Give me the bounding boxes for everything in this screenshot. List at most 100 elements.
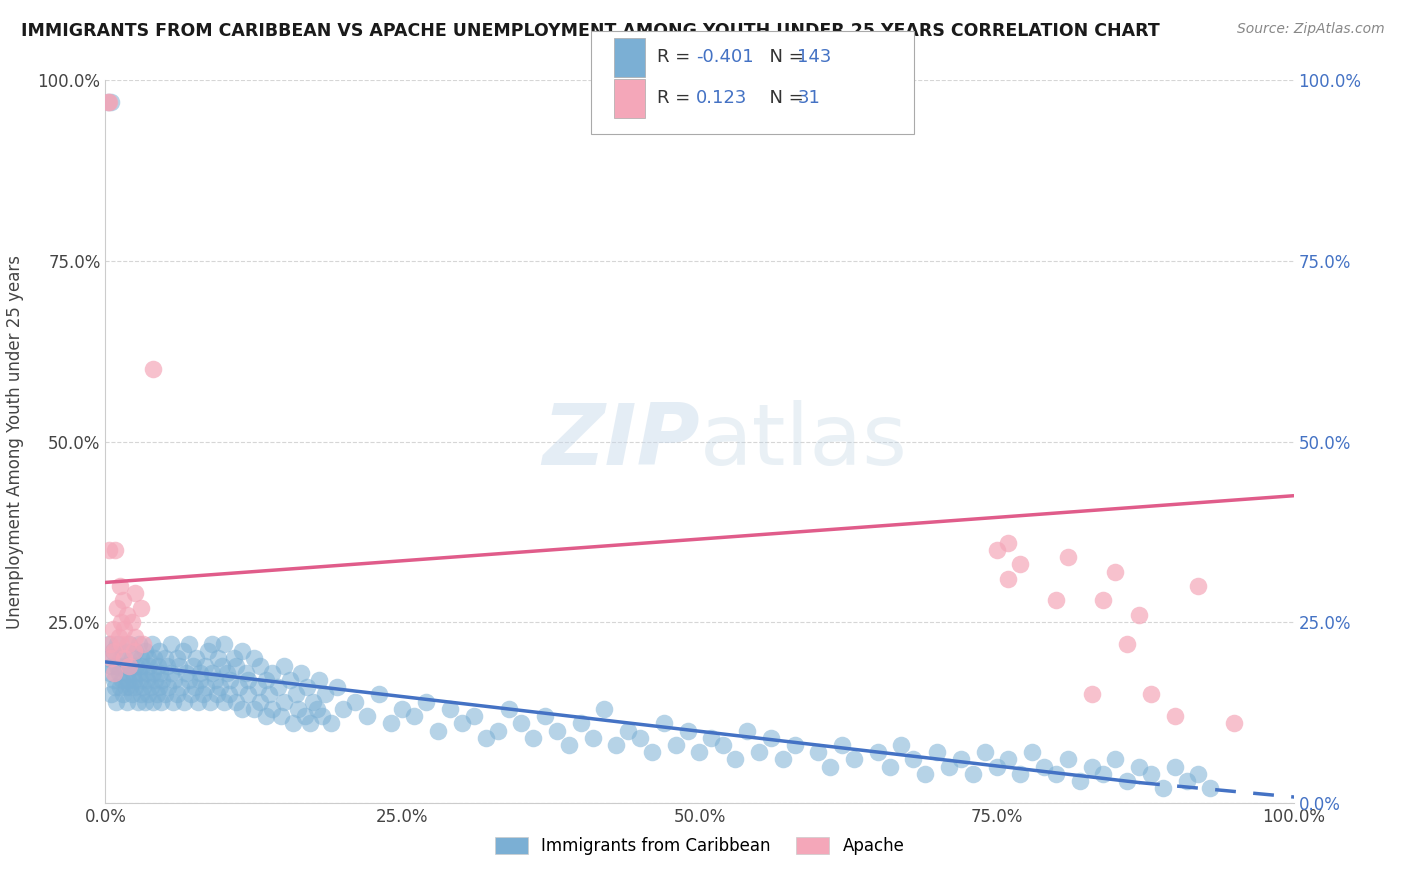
Point [142, 362, 165, 376]
Point [122, 673, 145, 687]
Point [243, 702, 266, 716]
Point [207, 651, 229, 665]
Point [439, 702, 461, 716]
Point [136, 651, 159, 665]
Point [125, 658, 148, 673]
Point [135, 665, 157, 680]
Point [260, 702, 283, 716]
Point [486, 723, 509, 738]
Point [343, 695, 366, 709]
Legend: Immigrants from Caribbean, Apache: Immigrants from Caribbean, Apache [486, 829, 912, 863]
Point [138, 658, 160, 673]
Point [100, 651, 122, 665]
Point [973, 745, 995, 759]
Point [711, 738, 734, 752]
Point [270, 709, 292, 723]
Point [103, 673, 125, 687]
Point [314, 687, 336, 701]
Point [156, 658, 179, 673]
Point [236, 687, 259, 701]
Point [949, 752, 972, 766]
Point [166, 651, 188, 665]
Point [101, 644, 124, 658]
Point [115, 665, 138, 680]
Point [522, 731, 544, 745]
Point [367, 687, 389, 701]
Point [534, 709, 557, 723]
Point [114, 658, 136, 673]
Point [1010, 767, 1032, 781]
Point [1152, 781, 1174, 796]
Point [112, 687, 135, 701]
Point [1092, 767, 1115, 781]
Point [208, 680, 231, 694]
Point [117, 637, 139, 651]
Point [198, 695, 221, 709]
Point [305, 702, 328, 716]
Point [284, 687, 307, 701]
Point [1140, 687, 1163, 701]
Point [114, 651, 136, 665]
Point [110, 615, 132, 630]
Point [143, 673, 166, 687]
Point [111, 673, 134, 687]
Point [759, 731, 782, 745]
Point [665, 738, 688, 752]
Point [1116, 774, 1139, 789]
Point [581, 731, 603, 745]
Point [177, 673, 200, 687]
Point [172, 644, 194, 658]
Point [628, 731, 651, 745]
Point [183, 680, 205, 694]
Point [214, 695, 236, 709]
Point [190, 673, 212, 687]
Point [121, 651, 143, 665]
Text: IMMIGRANTS FROM CARIBBEAN VS APACHE UNEMPLOYMENT AMONG YOUTH UNDER 25 YEARS CORR: IMMIGRANTS FROM CARIBBEAN VS APACHE UNEM… [21, 22, 1160, 40]
Point [783, 738, 806, 752]
Point [290, 665, 312, 680]
Point [1021, 745, 1043, 759]
Point [1104, 752, 1126, 766]
Point [124, 586, 146, 600]
Point [225, 695, 247, 709]
Point [1033, 760, 1056, 774]
Point [107, 665, 129, 680]
Point [187, 695, 209, 709]
Point [184, 651, 207, 665]
Point [1045, 767, 1067, 781]
Point [121, 615, 143, 630]
Point [129, 673, 152, 687]
Point [1056, 752, 1078, 766]
Point [1056, 550, 1078, 565]
Point [129, 600, 152, 615]
Point [617, 723, 640, 738]
Point [463, 709, 485, 723]
Point [117, 673, 139, 687]
Point [297, 680, 319, 694]
Point [689, 745, 711, 759]
Text: -0.401: -0.401 [696, 48, 754, 66]
Point [1187, 579, 1209, 593]
Point [108, 579, 131, 593]
Point [105, 658, 128, 673]
Point [962, 767, 984, 781]
Point [1069, 774, 1091, 789]
Point [1128, 760, 1150, 774]
Point [112, 644, 135, 658]
Point [260, 665, 283, 680]
Text: Source: ZipAtlas.com: Source: ZipAtlas.com [1237, 22, 1385, 37]
Point [510, 716, 533, 731]
Point [153, 687, 176, 701]
Point [724, 752, 747, 766]
Point [153, 651, 176, 665]
Point [1045, 593, 1067, 607]
Point [498, 702, 520, 716]
Point [177, 637, 200, 651]
Y-axis label: Unemployment Among Youth under 25 years: Unemployment Among Youth under 25 years [6, 254, 24, 629]
Point [1080, 687, 1102, 701]
Point [249, 658, 271, 673]
Point [104, 680, 127, 694]
Point [1187, 767, 1209, 781]
Point [997, 752, 1019, 766]
Point [134, 695, 156, 709]
